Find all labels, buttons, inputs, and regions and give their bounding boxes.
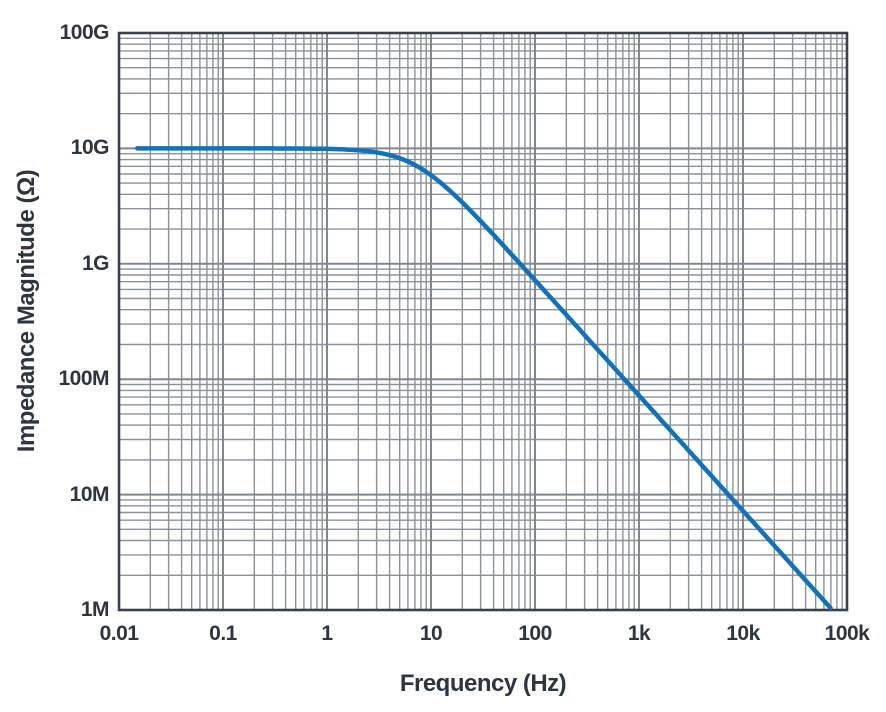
y-tick-label-100G: 100G: [59, 21, 110, 44]
x-tick-label-100k: 100k: [824, 622, 870, 645]
x-axis-title: Frequency (Hz): [399, 670, 567, 697]
x-tick-label-1k: 1k: [627, 622, 651, 645]
x-tick-label-0.1: 0.1: [209, 622, 237, 645]
x-tick-label-10k: 10k: [726, 622, 760, 645]
y-tick-label-10G: 10G: [70, 136, 110, 160]
y-tick-label-10M: 10M: [69, 482, 110, 506]
impedance-curve: [135, 146, 833, 611]
y-tick-label-100M: 100M: [58, 367, 109, 391]
y-tick-label-1M: 1M: [80, 598, 110, 621]
x-tick-label-1: 1: [321, 622, 333, 645]
x-tick-label-0.01: 0.01: [99, 622, 139, 645]
y-axis-title: Impedance Magnitude (Ω): [13, 169, 40, 453]
x-tick-label-10: 10: [419, 622, 443, 645]
y-tick-label-1G: 1G: [81, 251, 110, 275]
x-tick-label-100: 100: [518, 622, 552, 645]
